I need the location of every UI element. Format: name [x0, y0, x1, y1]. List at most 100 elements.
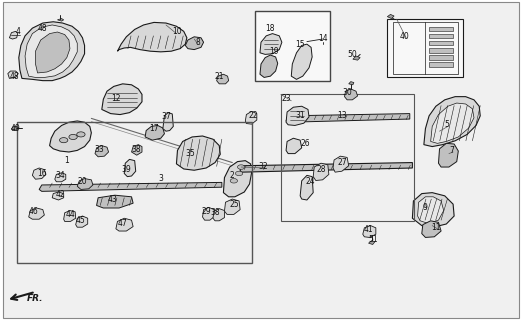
Text: 15: 15	[295, 40, 305, 49]
Text: 16: 16	[37, 169, 46, 178]
Bar	[429, 55, 453, 60]
Polygon shape	[102, 84, 142, 115]
Polygon shape	[203, 207, 215, 220]
Text: 34: 34	[55, 172, 65, 180]
Text: 38: 38	[210, 208, 220, 217]
Circle shape	[230, 179, 238, 183]
Polygon shape	[224, 199, 240, 214]
Text: 23: 23	[281, 94, 291, 103]
Text: 12: 12	[111, 94, 121, 103]
Text: 3: 3	[158, 174, 163, 183]
Polygon shape	[9, 31, 18, 39]
Text: 11: 11	[431, 223, 441, 232]
Bar	[429, 41, 453, 45]
Text: 29: 29	[201, 207, 211, 216]
Text: 48: 48	[10, 72, 19, 81]
Polygon shape	[64, 211, 76, 221]
Polygon shape	[418, 197, 444, 223]
Text: 14: 14	[318, 34, 327, 43]
Text: 2: 2	[230, 172, 235, 180]
Text: 39: 39	[122, 165, 131, 174]
Polygon shape	[77, 179, 93, 189]
Text: 32: 32	[259, 162, 268, 171]
Polygon shape	[95, 146, 109, 157]
Text: 44: 44	[66, 210, 75, 219]
Text: 42: 42	[55, 190, 65, 199]
Circle shape	[60, 138, 68, 143]
Text: 26: 26	[301, 140, 310, 148]
Polygon shape	[55, 173, 66, 182]
Bar	[393, 22, 458, 74]
Text: 48: 48	[38, 24, 48, 33]
Polygon shape	[32, 168, 46, 179]
Polygon shape	[313, 163, 329, 180]
Polygon shape	[145, 125, 164, 140]
Text: 33: 33	[94, 145, 104, 154]
Polygon shape	[369, 241, 375, 244]
Circle shape	[69, 134, 77, 140]
Polygon shape	[363, 226, 376, 237]
Polygon shape	[117, 22, 187, 52]
Text: 27: 27	[337, 158, 347, 167]
Text: 24: 24	[306, 177, 315, 186]
Polygon shape	[345, 89, 358, 100]
Text: 41: 41	[363, 225, 373, 234]
Circle shape	[238, 165, 245, 169]
Text: 5: 5	[444, 120, 449, 129]
Bar	[387, 19, 463, 77]
Text: 45: 45	[76, 216, 86, 225]
Circle shape	[77, 132, 85, 137]
Text: 13: 13	[337, 111, 347, 120]
Text: 30: 30	[342, 88, 352, 97]
Polygon shape	[76, 216, 88, 227]
Text: 4: 4	[16, 28, 21, 36]
Polygon shape	[260, 55, 278, 77]
Text: 21: 21	[215, 72, 224, 81]
Polygon shape	[245, 111, 257, 124]
Polygon shape	[35, 32, 70, 73]
Polygon shape	[132, 145, 142, 155]
Polygon shape	[286, 106, 309, 125]
Text: 8: 8	[196, 38, 201, 47]
Bar	[17, 122, 252, 263]
Polygon shape	[185, 37, 204, 50]
Polygon shape	[438, 143, 458, 167]
Polygon shape	[260, 34, 282, 54]
Polygon shape	[353, 56, 360, 60]
Polygon shape	[387, 14, 394, 19]
Polygon shape	[57, 19, 64, 21]
Bar	[429, 27, 453, 31]
Text: 40: 40	[400, 32, 409, 41]
Text: FR.: FR.	[27, 294, 44, 303]
Polygon shape	[213, 209, 224, 221]
Text: 46: 46	[29, 207, 39, 216]
Polygon shape	[25, 25, 77, 77]
Bar	[255, 11, 330, 81]
Polygon shape	[424, 97, 480, 147]
Text: 18: 18	[266, 24, 275, 33]
Polygon shape	[412, 193, 454, 227]
Polygon shape	[223, 161, 252, 197]
Text: 31: 31	[295, 111, 305, 120]
Text: 10: 10	[173, 28, 182, 36]
Polygon shape	[50, 121, 91, 152]
Text: 17: 17	[149, 124, 159, 133]
Polygon shape	[422, 221, 441, 237]
Polygon shape	[286, 138, 302, 154]
Text: 7: 7	[449, 146, 454, 155]
Text: 22: 22	[248, 111, 258, 120]
Text: 47: 47	[118, 219, 127, 228]
Polygon shape	[11, 126, 18, 131]
Circle shape	[235, 171, 243, 176]
Polygon shape	[291, 44, 312, 79]
Bar	[429, 62, 453, 67]
Text: 50: 50	[348, 50, 357, 59]
Text: 9: 9	[423, 204, 428, 212]
Polygon shape	[286, 114, 410, 122]
Polygon shape	[217, 74, 229, 84]
Polygon shape	[52, 192, 64, 200]
Text: 37: 37	[161, 112, 171, 121]
Polygon shape	[163, 113, 173, 131]
Text: 49: 49	[11, 124, 20, 133]
Polygon shape	[39, 182, 222, 191]
